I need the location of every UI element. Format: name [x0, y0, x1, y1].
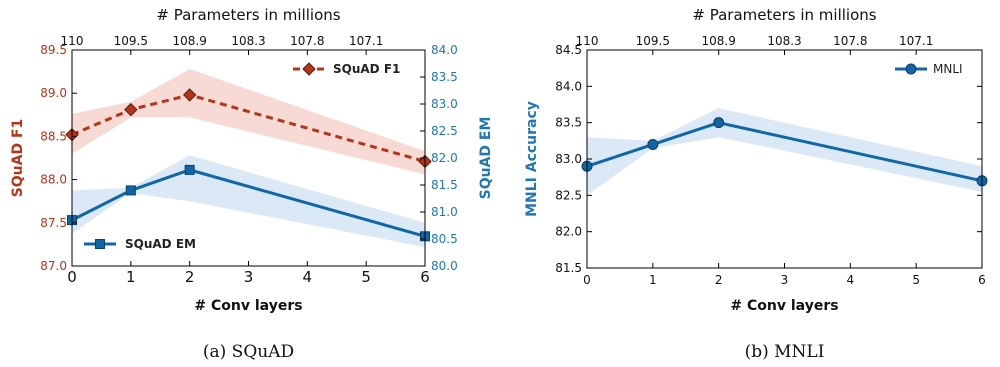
b-y-tick-label: 82.0: [555, 225, 582, 239]
a-x-tick-label: 4: [303, 268, 313, 286]
b-x-tick-label: 3: [781, 273, 789, 287]
b-top-tick-label: 107.1: [899, 34, 933, 48]
panel-squad: 0 1 2 3 4 5 6 110 109.5 108.9 108.3 107.8 107.1 87.0 8…: [10, 6, 494, 362]
b-x-tick-label: 1: [649, 273, 657, 287]
a-right-tick-label: 82.0: [431, 151, 458, 165]
b-x-tick-label: 2: [715, 273, 723, 287]
a-right-tick-label: 81.5: [431, 178, 458, 192]
b-x-tick-label: 0: [583, 273, 591, 287]
b-y-tick-label: 84.0: [555, 79, 582, 93]
a-left-tick-label: 88.0: [40, 173, 67, 187]
a-point-1-2: [184, 164, 195, 175]
b-top-tick-label: 108.9: [701, 34, 735, 48]
a-x-tick-label: 0: [67, 268, 77, 286]
a-left-tick-label: 89.5: [40, 43, 67, 57]
a-legend-label-em: SQuAD EM: [125, 237, 196, 251]
b-x-tick-label: 5: [912, 273, 920, 287]
b-point-0-2: [713, 117, 725, 129]
a-top-tick-label: 108.9: [172, 34, 206, 48]
a-left-tick-label: 87.0: [40, 259, 67, 273]
b-top-tick-label: 108.3: [767, 34, 801, 48]
a-left-tick-label: 88.5: [40, 129, 67, 143]
a-top-tick-label: 109.5: [114, 34, 148, 48]
a-x-tick-label: 2: [185, 268, 195, 286]
a-legend-marker-f1: [302, 62, 316, 76]
a-right-tick-label: 82.5: [431, 124, 458, 138]
a-x-tick-label: 5: [361, 268, 371, 286]
a-top-tick-label: 107.8: [290, 34, 324, 48]
b-y-tick-label: 82.5: [555, 188, 582, 202]
b-top-tick-label: 110: [576, 34, 599, 48]
b-legend-label-mnli: MNLI: [933, 62, 963, 76]
a-right-tick-label: 81.0: [431, 205, 458, 219]
a-point-0-2: [182, 88, 197, 102]
b-caption: (b) MNLI: [745, 342, 825, 362]
a-caption: (a) SQuAD: [203, 342, 294, 362]
a-x-tick-label: 6: [420, 268, 430, 286]
a-top-tick-label: 108.3: [231, 34, 265, 48]
a-line-1: [71, 168, 426, 238]
a-tick-labels: 0 1 2 3 4 5 6 110 109.5 108.9 108.3 107.8 107.1 87.0 8…: [40, 34, 457, 286]
a-x-tick-label: 3: [244, 268, 254, 286]
b-top-axis-title: # Parameters in millions: [692, 6, 876, 24]
a-legend: SQuAD F1 SQuAD EM: [84, 62, 400, 251]
b-legend-marker-mnli: [905, 63, 917, 75]
a-point-0-1: [124, 102, 138, 117]
a-left-axis-title: SQuAD F1: [10, 119, 26, 198]
a-band-0: [72, 69, 425, 175]
a-right-tick-label: 83.0: [431, 97, 458, 111]
a-top-tick-label: 110: [61, 34, 84, 48]
b-confidence-bands: [587, 108, 982, 196]
b-x-tick-label: 4: [847, 273, 855, 287]
a-x-axis-title: # Conv layers: [194, 298, 302, 314]
b-x-tick-label: 6: [978, 273, 986, 287]
b-y-tick-label: 81.5: [555, 261, 582, 275]
b-top-tick-label: 107.8: [833, 34, 867, 48]
a-legend-marker-em: [95, 239, 105, 249]
a-point-1-1: [125, 185, 136, 196]
a-right-tick-label: 80.5: [431, 232, 458, 246]
a-x-tick-label: 1: [126, 268, 136, 286]
b-y-tick-label: 83.0: [555, 152, 582, 166]
b-y-tick-label: 83.5: [555, 116, 582, 130]
a-left-tick-label: 87.5: [40, 216, 67, 230]
a-right-axis-title: SQuAD EM: [478, 117, 494, 200]
a-confidence-bands: [72, 69, 425, 248]
a-left-tick-label: 89.0: [40, 86, 67, 100]
b-tick-labels: 0 1 2 3 4 5 6 110 109.5 108.9 108.3 107.8 107.1 81.5 8…: [555, 34, 986, 287]
b-x-axis-title: # Conv layers: [730, 298, 838, 314]
b-band-0: [587, 108, 982, 196]
b-y-axis-title: MNLI Accuracy: [524, 101, 540, 217]
b-top-tick-label: 109.5: [636, 34, 670, 48]
b-legend: MNLI: [895, 62, 963, 76]
panel-mnli: 0 1 2 3 4 5 6 110 109.5 108.9 108.3 107.8 107.1 81.5 8…: [524, 6, 988, 362]
b-line-0: [586, 121, 983, 183]
a-right-tick-label: 84.0: [431, 43, 458, 57]
b-y-tick-label: 84.5: [555, 43, 582, 57]
a-band-1: [72, 155, 425, 248]
b-point-0-1: [647, 138, 659, 150]
a-top-tick-label: 107.1: [349, 34, 383, 48]
a-right-tick-label: 80.0: [431, 259, 458, 273]
a-right-tick-label: 83.5: [431, 70, 458, 84]
a-line-0: [71, 93, 426, 163]
a-top-axis-title: # Parameters in millions: [156, 6, 340, 24]
a-legend-label-f1: SQuAD F1: [333, 62, 400, 76]
